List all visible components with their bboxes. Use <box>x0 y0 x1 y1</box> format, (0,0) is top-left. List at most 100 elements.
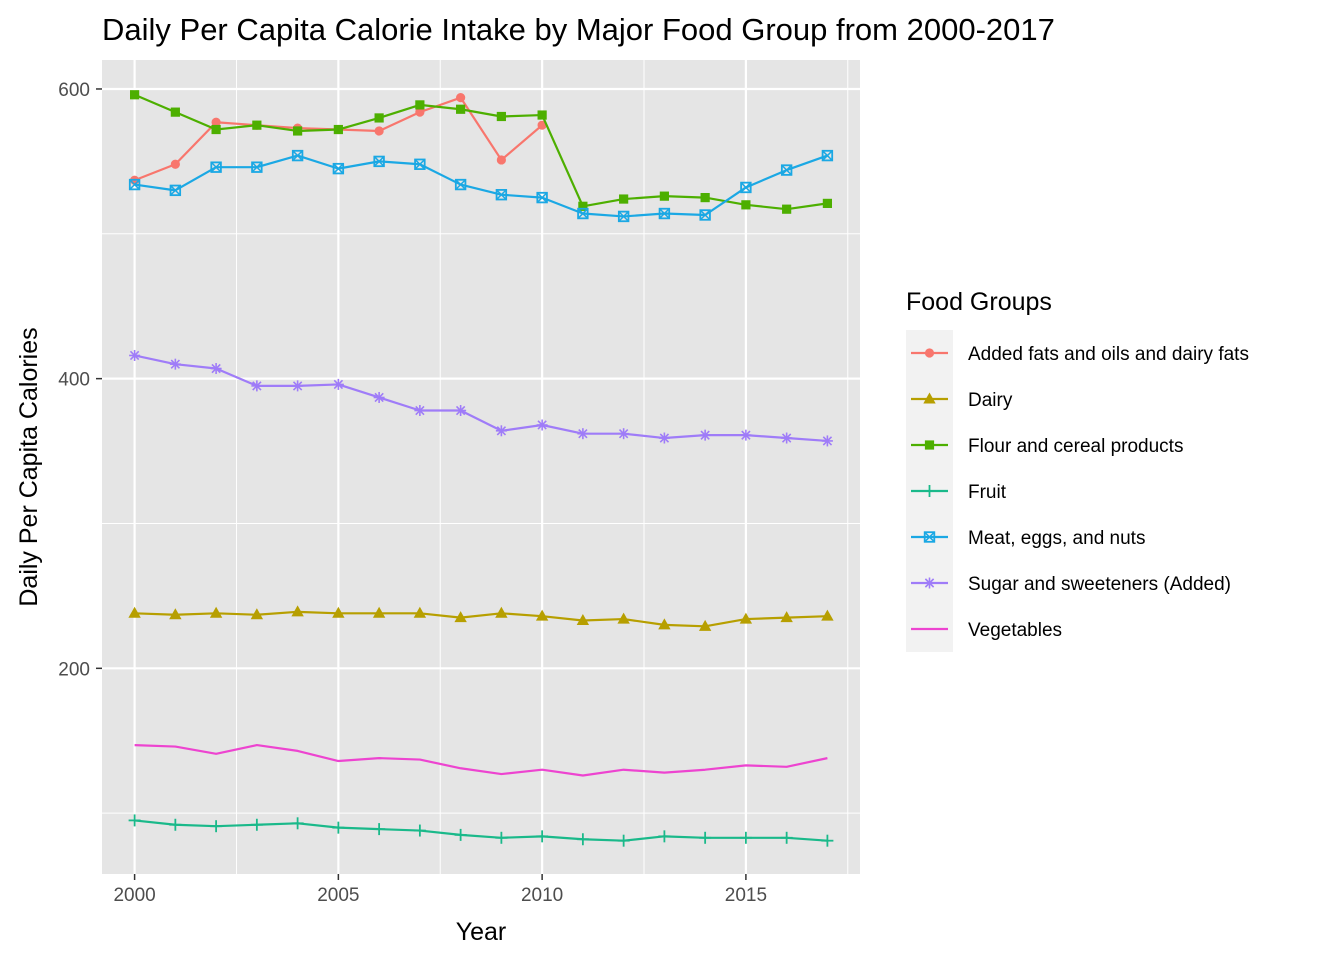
data-point <box>699 209 711 221</box>
data-point <box>415 107 425 117</box>
series-line <box>134 743 828 777</box>
data-point <box>373 155 385 168</box>
x-tick-label: 2015 <box>725 885 767 906</box>
data-point <box>782 204 792 214</box>
data-point <box>211 117 221 127</box>
major-gridlines <box>102 60 860 874</box>
series-line <box>134 154 828 218</box>
legend-key-marker <box>923 392 936 404</box>
data-point <box>495 831 508 844</box>
data-point <box>495 425 507 437</box>
chart-title: Daily Per Capita Calorie Intake by Major… <box>102 12 1055 47</box>
data-point <box>617 612 630 624</box>
data-point <box>170 159 180 169</box>
legend-label: Dairy <box>968 390 1013 411</box>
data-point <box>250 608 264 620</box>
data-point <box>169 818 182 831</box>
data-point <box>536 830 549 843</box>
data-point <box>292 380 304 392</box>
data-point <box>700 192 710 203</box>
legend-label: Fruit <box>968 482 1007 503</box>
legend-item: Flour and cereal products <box>911 436 1183 457</box>
data-point <box>821 149 834 162</box>
series-layer <box>128 90 834 847</box>
data-point <box>821 609 834 621</box>
data-point <box>169 358 181 370</box>
data-point <box>128 178 141 191</box>
data-point <box>698 619 712 631</box>
series-line <box>134 354 828 443</box>
data-point <box>780 611 793 623</box>
data-point <box>373 391 385 403</box>
data-point <box>456 93 466 103</box>
data-point <box>415 100 425 110</box>
data-point <box>699 831 712 844</box>
data-point <box>211 124 221 135</box>
data-point <box>577 207 589 220</box>
data-point <box>780 831 793 844</box>
data-point <box>128 606 141 618</box>
data-point <box>740 181 752 194</box>
data-point <box>535 609 549 621</box>
series-5 <box>129 349 833 447</box>
minor-gridlines <box>102 60 860 874</box>
data-point <box>130 90 140 100</box>
data-point <box>496 155 506 165</box>
legend-key-marker <box>923 485 936 497</box>
legend-key-marker <box>924 348 935 358</box>
data-point <box>414 158 426 170</box>
y-axis-title: Daily Per Capita Calories <box>15 327 43 606</box>
data-point <box>454 828 467 841</box>
data-point <box>291 149 304 162</box>
data-point <box>536 419 548 431</box>
data-point <box>536 191 548 204</box>
data-point <box>291 605 304 617</box>
data-point <box>781 432 793 444</box>
data-point <box>576 833 589 846</box>
series-line <box>134 93 828 211</box>
data-point <box>251 380 263 392</box>
data-point <box>250 818 263 831</box>
data-point <box>210 363 222 375</box>
data-point <box>454 611 467 623</box>
series-line <box>134 610 828 628</box>
data-point <box>699 429 711 441</box>
legend-key-marker <box>924 577 935 589</box>
data-point <box>617 210 630 223</box>
data-point <box>739 612 753 624</box>
data-point <box>373 823 386 836</box>
data-point <box>740 429 752 441</box>
series-2 <box>130 90 832 214</box>
data-point <box>332 378 344 390</box>
data-point <box>372 606 386 618</box>
x-axis: 2000 2005 2010 2015 <box>113 874 767 906</box>
data-point <box>169 608 182 620</box>
data-point <box>332 821 345 834</box>
series-1 <box>128 605 834 631</box>
data-point <box>413 606 427 618</box>
y-axis: 200 400 600 <box>58 80 102 680</box>
legend-title: Food Groups <box>906 288 1052 316</box>
data-point <box>210 820 223 833</box>
data-point <box>332 606 345 618</box>
data-point <box>333 124 343 135</box>
data-point <box>374 126 384 136</box>
data-point <box>821 834 834 847</box>
data-point <box>332 162 345 175</box>
data-point <box>739 831 752 844</box>
data-point <box>618 428 630 440</box>
data-point <box>456 104 466 114</box>
legend-item: Vegetables <box>911 620 1062 641</box>
legend-item: Meat, eggs, and nuts <box>911 528 1145 549</box>
x-tick-label: 2010 <box>521 885 563 906</box>
data-point <box>293 126 303 136</box>
legend-label: Sugar and sweeteners (Added) <box>968 574 1231 595</box>
legend: Food Groups Added fats and oils and dair… <box>906 288 1249 652</box>
y-tick-label: 400 <box>58 370 90 391</box>
legend-key-marker <box>924 440 935 450</box>
data-point <box>169 184 182 197</box>
x-axis-title: Year <box>456 918 507 946</box>
data-point <box>495 189 508 201</box>
data-point <box>252 120 262 130</box>
